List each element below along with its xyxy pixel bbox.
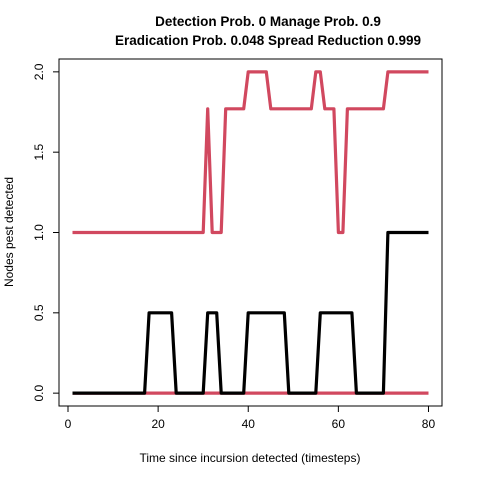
x-tick-label: 80 xyxy=(422,417,436,431)
x-axis-label: Time since incursion detected (timesteps… xyxy=(140,451,361,465)
x-axis: 0 20 40 60 80 xyxy=(65,405,436,431)
x-tick-label: 40 xyxy=(242,417,256,431)
y-axis-label: Nodes pest detected xyxy=(2,177,16,287)
x-tick-label: 60 xyxy=(332,417,346,431)
chart-title-line2: Eradication Prob. 0.048 Spread Reduction… xyxy=(115,33,421,48)
y-tick-label: 1.5 xyxy=(32,144,46,161)
series-layer xyxy=(72,70,429,395)
y-axis: 0.0 0.5 1.0 1.5 2.0 xyxy=(32,63,60,401)
y-tick-label: 0.5 xyxy=(32,304,46,321)
y-tick-label: 2.0 xyxy=(32,63,46,80)
chart-title-line1: Detection Prob. 0 Manage Prob. 0.9 xyxy=(155,14,381,29)
series-line-1 xyxy=(72,70,429,235)
y-tick-label: 1.0 xyxy=(32,224,46,241)
x-tick-label: 20 xyxy=(151,417,165,431)
series-line-3 xyxy=(72,230,429,395)
y-tick-label: 0.0 xyxy=(32,384,46,401)
x-tick-label: 0 xyxy=(65,417,72,431)
